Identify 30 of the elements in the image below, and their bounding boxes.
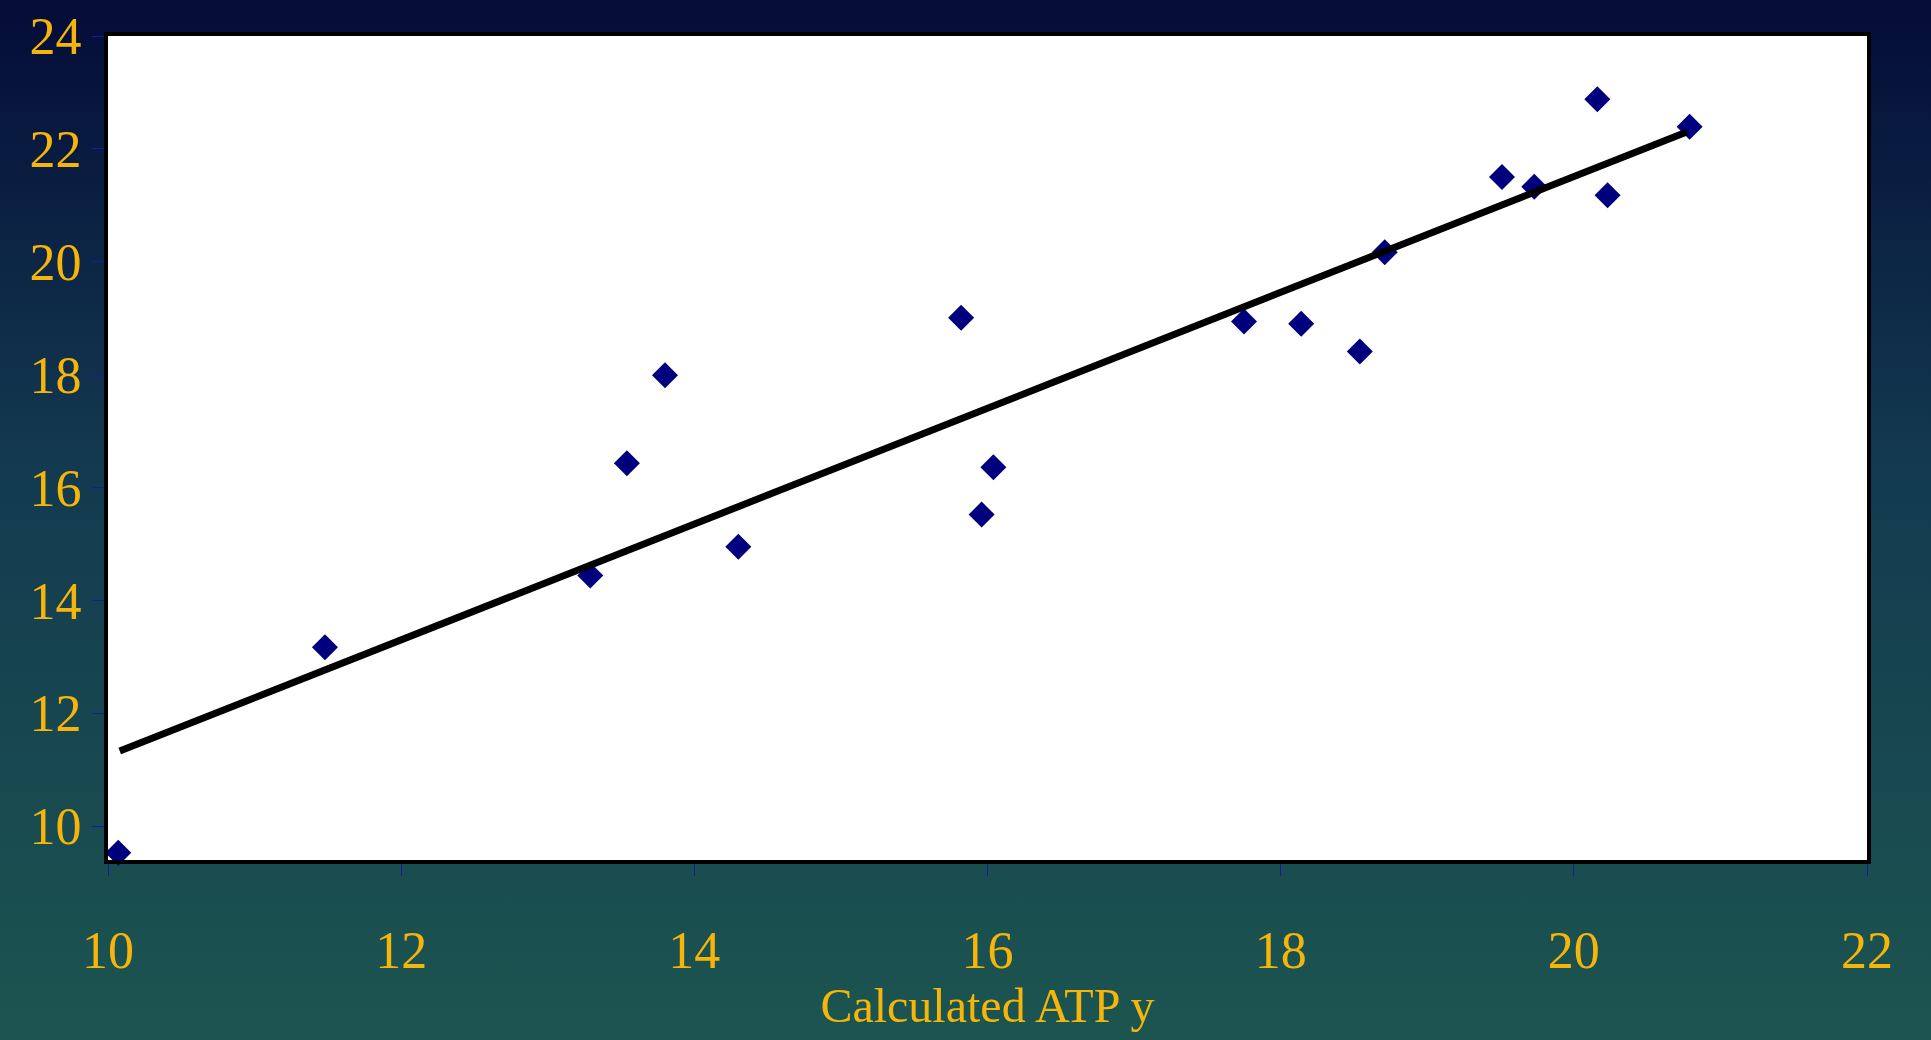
point	[613, 450, 640, 477]
y-tick-label: 12	[29, 685, 82, 743]
point	[968, 501, 995, 528]
y-tick-label: 20	[29, 233, 82, 291]
point	[948, 304, 975, 331]
x-axis-title: Calculated ATP y	[820, 979, 1155, 1033]
x-tick-label: 16	[961, 922, 1014, 980]
point	[1594, 182, 1621, 209]
point	[311, 634, 338, 661]
point	[725, 533, 752, 560]
point	[1584, 86, 1611, 113]
y-tick-label: 16	[29, 459, 82, 517]
point	[1489, 164, 1516, 191]
x-tick-label: 20	[1547, 922, 1600, 980]
y-tick-label: 14	[29, 572, 82, 630]
x-tick-label: 18	[1254, 922, 1307, 980]
point	[1288, 310, 1315, 337]
y-tick-label: 10	[29, 798, 82, 856]
point	[1231, 308, 1258, 335]
point	[1676, 113, 1703, 140]
y-tick-label: 24	[29, 8, 82, 66]
y-tick-label: 22	[29, 121, 82, 179]
point	[652, 362, 679, 389]
x-tick-label: 22	[1841, 922, 1893, 980]
y-tick-label: 18	[29, 346, 82, 404]
x-tick-label: 14	[668, 922, 721, 980]
point	[1346, 338, 1373, 365]
point	[980, 454, 1007, 481]
x-tick-label: 10	[82, 922, 134, 980]
x-tick-label: 12	[375, 922, 428, 980]
